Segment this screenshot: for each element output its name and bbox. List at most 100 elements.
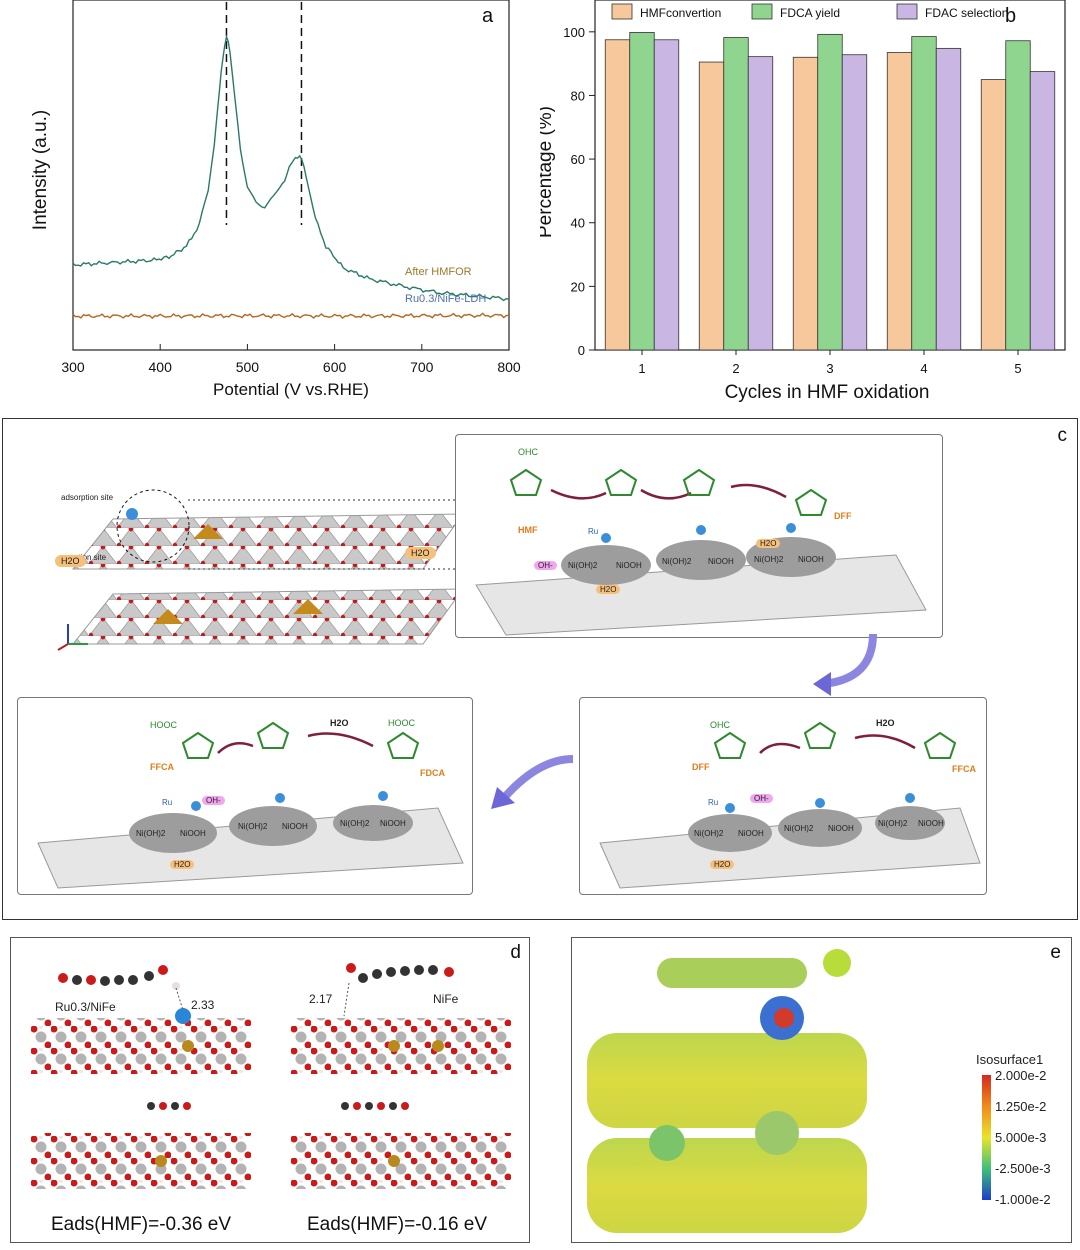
ru-atom bbox=[815, 798, 825, 808]
reaction-arrow-1 bbox=[550, 488, 607, 500]
furan-ring bbox=[923, 731, 957, 759]
charge-lobe bbox=[774, 1008, 794, 1028]
panel-b-bar-hmf bbox=[698, 61, 725, 351]
panel-a-letter: a bbox=[482, 5, 494, 27]
ru-atom bbox=[905, 793, 915, 803]
left-interlayer-molecule bbox=[147, 1102, 191, 1110]
colorbar-tick: 5.000e-3 bbox=[995, 1130, 1047, 1145]
h2o-badge: H2O bbox=[756, 539, 781, 548]
panel-b-x-tick-label: 2 bbox=[732, 361, 739, 376]
ni-oh2-label: Ni(OH)2 bbox=[136, 829, 166, 838]
furan-ring bbox=[509, 468, 543, 496]
mechanism-step-2: DFF OHC H2O FFCA Ni(OH)2 NiOOH Ni(OH)2 N… bbox=[579, 697, 987, 895]
left-model-label: Ru0.3/NiFe bbox=[55, 1000, 116, 1014]
panel-b-y-tick-label: 80 bbox=[571, 88, 585, 103]
ru-atom bbox=[191, 801, 201, 811]
reaction-arrow-2 bbox=[640, 488, 692, 500]
ni-site-2 bbox=[229, 806, 317, 846]
h2o-label: H2O bbox=[330, 718, 349, 728]
h2o-badge-1: H2O bbox=[55, 555, 86, 567]
adsorption-models bbox=[31, 963, 511, 1189]
ni-site-2 bbox=[778, 809, 862, 847]
furan-ring bbox=[256, 721, 290, 749]
axis-indicator bbox=[57, 624, 88, 651]
panel-b-x-tick-label: 4 bbox=[920, 361, 927, 376]
colorbar-tick: 1.250e-2 bbox=[995, 1099, 1047, 1114]
ru-atom bbox=[126, 508, 138, 520]
right-adsorption-energy: Eads(HMF)=-0.16 eV bbox=[307, 1214, 488, 1235]
colorbar-title: Isosurface1 bbox=[976, 1052, 1044, 1067]
ni-oh2-label: Ni(OH)2 bbox=[662, 557, 692, 566]
panel-a-x-tick-label: 800 bbox=[497, 359, 521, 375]
panel-b-legend: HMFconvertion FDCA yield FDAC selection bbox=[611, 3, 1008, 20]
flow-arrow-down bbox=[813, 633, 877, 696]
panel-b-legend-swatch bbox=[611, 3, 633, 20]
panel-a-x-tick-label: 700 bbox=[410, 359, 434, 375]
left-bond-line bbox=[175, 987, 184, 1011]
reaction-arrow-2 bbox=[307, 732, 374, 748]
niooh-label: NiOOH bbox=[708, 557, 734, 566]
panel-b-bar-fdac bbox=[935, 47, 962, 351]
panel-b-bar-hmf bbox=[886, 52, 913, 351]
panel-b-bar-fdca bbox=[817, 33, 843, 351]
right-distance-label: 2.17 bbox=[309, 992, 333, 1006]
niooh-label: NiOOH bbox=[828, 824, 854, 833]
panel-b-y-tick-label: 40 bbox=[571, 216, 585, 231]
panel-d: d bbox=[10, 937, 530, 1243]
charge-lobe bbox=[823, 949, 851, 977]
colorbar bbox=[982, 1075, 991, 1200]
oh-badge: OH- bbox=[534, 561, 557, 570]
dff-label: DFF bbox=[692, 762, 710, 772]
furan-ring bbox=[386, 731, 420, 759]
panel-b-bars bbox=[604, 32, 1056, 351]
h2o-label: H2O bbox=[876, 718, 895, 728]
fdca-label: FDCA bbox=[420, 768, 445, 778]
panel-d-letter: d bbox=[510, 942, 521, 963]
ni-oh2-label: Ni(OH)2 bbox=[568, 561, 598, 570]
panel-a-legend-after: After HMFOR bbox=[405, 266, 472, 278]
ru-atom bbox=[696, 525, 706, 535]
panel-b-bar-fdac bbox=[747, 56, 774, 351]
panel-a-x-ticks: 300 400 500 600 700 800 bbox=[61, 344, 521, 375]
panel-b-bar-hmf bbox=[792, 56, 819, 351]
adsorption-site-label: adsorption site bbox=[61, 493, 114, 502]
ru-atom bbox=[601, 533, 611, 543]
panel-b-bar-fdac bbox=[841, 54, 868, 351]
ru-atom bbox=[725, 803, 735, 813]
panel-b-xlabel: Cycles in HMF oxidation bbox=[725, 382, 930, 403]
fe-site bbox=[153, 609, 183, 624]
left-distance-label: 2.33 bbox=[191, 998, 215, 1012]
panel-a-ylabel: Intensity (a.u.) bbox=[30, 110, 51, 230]
mechanism-step-1: OHC HMF DFF Ni(OH)2 NiOOH Ni(OH)2 NiOOH … bbox=[455, 434, 943, 638]
panel-a-chart: 300 400 500 600 700 800 Potential (V vs.RHE) … bbox=[30, 0, 521, 399]
panel-a-line-after bbox=[72, 312, 509, 320]
mechanism-step-2-drawing bbox=[599, 721, 981, 889]
flow-arrow-left bbox=[491, 755, 574, 809]
ldh-bottom-layer bbox=[71, 588, 464, 645]
ldh-structure-illustration bbox=[57, 489, 464, 651]
panel-b-legend-swatch bbox=[751, 3, 773, 20]
left-ru-atom bbox=[175, 1008, 191, 1024]
h2o-badge: H2O bbox=[596, 585, 621, 594]
panel-b-y-tick-label: 60 bbox=[571, 152, 585, 167]
upper-isosurface-layer bbox=[587, 1033, 867, 1128]
panel-b-letter: b bbox=[1005, 5, 1016, 27]
furan-ring bbox=[181, 731, 215, 759]
panel-a-x-tick-label: 400 bbox=[149, 359, 173, 375]
right-fe-atom bbox=[388, 1040, 400, 1052]
niooh-label: NiOOH bbox=[918, 819, 944, 828]
fe-site bbox=[193, 524, 223, 539]
panel-b-legend-label: FDCA yield bbox=[780, 6, 840, 20]
hooc-label: HOOC bbox=[150, 720, 177, 730]
mechanism-step-1-drawing bbox=[475, 468, 927, 636]
oh-badge: OH- bbox=[202, 796, 225, 805]
panel-b-bar-fdac bbox=[653, 39, 680, 351]
niooh-label: NiOOH bbox=[180, 829, 206, 838]
panel-a-xlabel: Potential (V vs.RHE) bbox=[213, 380, 369, 399]
left-adsorption-energy: Eads(HMF)=-0.36 eV bbox=[51, 1214, 232, 1235]
furan-ring bbox=[713, 731, 747, 759]
panel-b-bar-fdca bbox=[629, 32, 655, 351]
niooh-label: NiOOH bbox=[282, 822, 308, 831]
panel-b-legend-label: FDAC selection bbox=[925, 6, 1008, 20]
ru-atom bbox=[378, 791, 388, 801]
